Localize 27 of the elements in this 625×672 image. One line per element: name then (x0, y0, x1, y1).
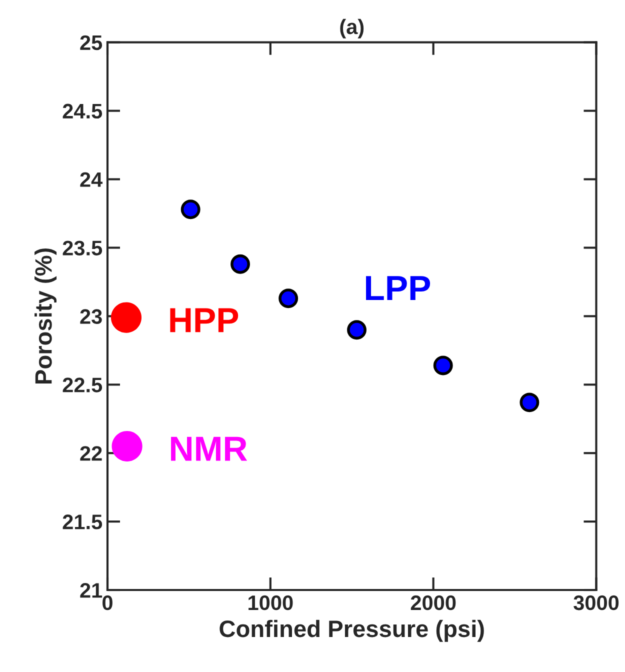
y-tick-label: 25 (80, 35, 102, 50)
point (110, 302, 142, 333)
y-tick-label: 22.5 (62, 378, 102, 392)
x-axis-title: Confined Pressure (psi) (220, 620, 484, 642)
y-tick-label: 21 (80, 583, 102, 598)
point (520, 392, 540, 412)
series-label: NMR (171, 436, 248, 461)
x-tick-label: 0 (102, 595, 112, 610)
point (433, 356, 453, 376)
chart-title: (a) (340, 18, 364, 38)
series-label: HPP (170, 308, 238, 332)
x-tick-label: 2000 (410, 595, 456, 610)
y-tick-label: 23.5 (62, 240, 102, 256)
y-tick-label: 22 (80, 446, 102, 461)
x-tick-label: 1000 (248, 595, 293, 610)
x-tick-label: 3000 (574, 595, 619, 610)
series-label: LPP (366, 276, 430, 300)
point (230, 254, 250, 274)
point (278, 288, 298, 308)
point (347, 320, 366, 340)
y-axis-title: Porosity (%) (34, 248, 57, 384)
y-tick-label: 23 (80, 309, 102, 324)
y-tick-label: 24.5 (62, 104, 102, 119)
point (112, 430, 142, 462)
y-tick-label: 24 (80, 172, 103, 187)
y-tick-label: 21.5 (62, 514, 102, 530)
point (180, 200, 200, 220)
